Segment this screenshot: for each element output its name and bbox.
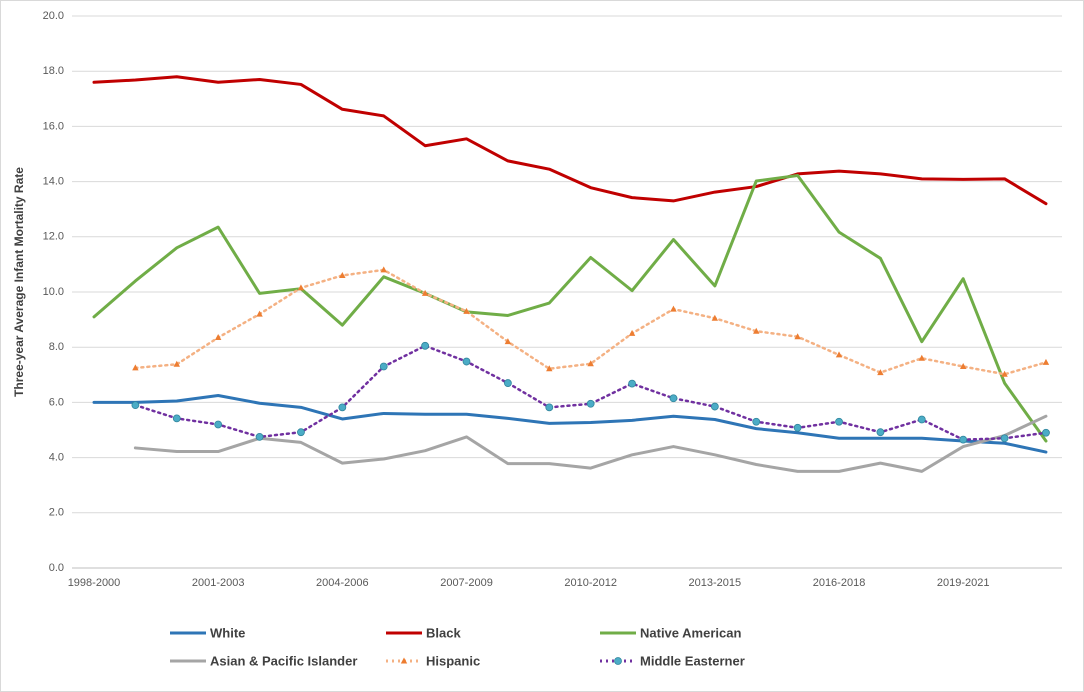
point-marker	[835, 417, 843, 426]
y-tick-label: 16.0	[43, 120, 64, 132]
x-tick-label: 2001-2003	[192, 577, 245, 589]
point-marker	[132, 364, 139, 371]
point-marker	[628, 329, 636, 336]
y-tick-label: 0.0	[49, 562, 64, 574]
point-marker	[131, 401, 140, 410]
x-tick-label: 2016-2018	[813, 577, 866, 589]
y-tick-label: 18.0	[43, 65, 64, 77]
point-marker	[794, 333, 801, 340]
point-marker	[504, 338, 512, 345]
series-line	[92, 394, 1048, 454]
x-tick-label: 2004-2006	[316, 577, 369, 589]
y-tick-label: 4.0	[49, 452, 64, 464]
point-marker	[214, 334, 222, 341]
point-marker	[752, 417, 761, 426]
y-tick-label: 10.0	[43, 286, 64, 298]
point-marker	[587, 360, 594, 367]
legend-label: Asian & Pacific Islander	[210, 653, 357, 668]
point-marker	[877, 369, 884, 376]
legend-label: Native American	[640, 625, 741, 640]
point-marker	[297, 284, 305, 291]
y-tick-label: 6.0	[49, 396, 64, 408]
point-marker	[462, 357, 471, 366]
y-tick-label: 2.0	[49, 507, 64, 519]
point-marker	[421, 289, 429, 296]
series-line	[92, 174, 1048, 443]
x-tick-label: 2019-2021	[937, 577, 990, 589]
point-marker	[1042, 428, 1050, 437]
point-marker	[463, 307, 470, 314]
point-marker	[793, 423, 802, 432]
point-marker	[1001, 370, 1008, 377]
x-tick-label: 2013-2015	[689, 577, 742, 589]
point-marker	[670, 305, 677, 312]
point-marker	[628, 379, 636, 388]
legend-label: Middle Easterner	[640, 653, 745, 668]
point-marker	[297, 428, 305, 437]
y-tick-label: 12.0	[43, 231, 64, 243]
point-marker	[917, 415, 926, 424]
point-marker	[711, 314, 719, 321]
point-marker	[214, 420, 223, 429]
point-marker	[256, 310, 263, 317]
series-line	[134, 268, 1048, 376]
point-marker	[669, 394, 678, 403]
point-marker	[959, 363, 967, 370]
point-marker	[503, 379, 512, 387]
legend-marker	[614, 657, 622, 665]
point-marker	[380, 266, 387, 273]
point-marker	[545, 403, 554, 412]
point-marker	[173, 360, 180, 367]
point-marker	[835, 351, 843, 358]
legend-label: Black	[426, 625, 461, 640]
x-tick-label: 2010-2012	[564, 577, 617, 589]
x-tick-label: 2007-2009	[440, 577, 493, 589]
point-marker	[172, 414, 181, 423]
legend-marker	[400, 657, 408, 664]
point-marker	[421, 341, 430, 350]
point-marker	[918, 354, 925, 361]
point-marker	[339, 271, 346, 278]
y-tick-label: 14.0	[43, 176, 64, 188]
point-marker	[710, 402, 719, 411]
legend-label: Hispanic	[426, 653, 480, 668]
point-marker	[586, 399, 595, 408]
point-marker	[338, 403, 347, 412]
point-marker	[546, 365, 553, 372]
point-marker	[379, 362, 388, 371]
point-marker	[959, 435, 968, 444]
y-tick-label: 8.0	[49, 341, 64, 353]
point-marker	[1000, 434, 1009, 443]
legend-label: White	[210, 625, 245, 640]
y-axis-title: Three-year Average Infant Mortality Rate	[12, 167, 26, 397]
point-marker	[255, 432, 264, 441]
point-marker	[753, 327, 760, 334]
series-line	[92, 75, 1048, 206]
x-tick-label: 1998-2000	[68, 577, 121, 589]
point-marker	[1042, 358, 1050, 365]
point-marker	[876, 428, 885, 437]
series-line	[133, 414, 1048, 473]
y-tick-label: 20.0	[43, 10, 64, 22]
